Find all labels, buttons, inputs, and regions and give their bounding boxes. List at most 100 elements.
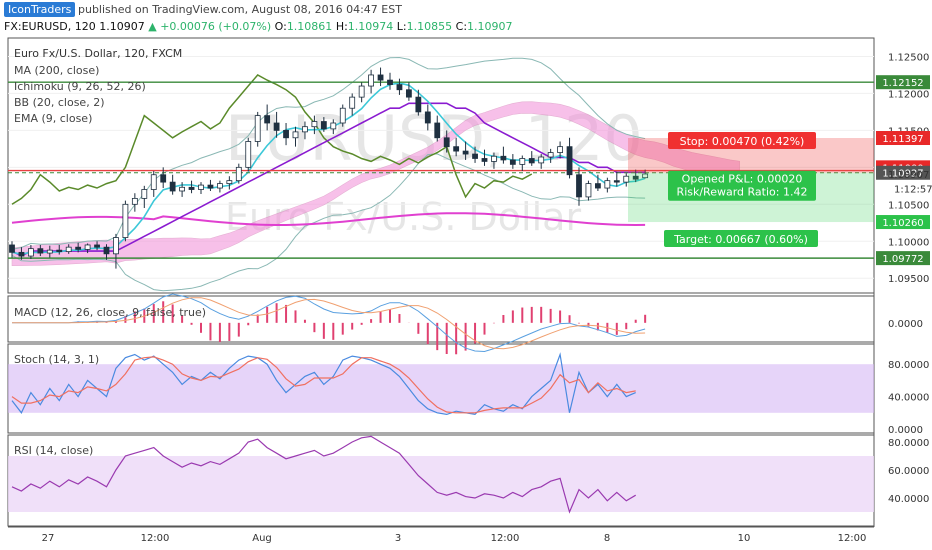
candle[interactable] bbox=[405, 82, 412, 101]
candle[interactable] bbox=[122, 200, 129, 242]
stop-label-box[interactable] bbox=[668, 132, 816, 150]
candle[interactable] bbox=[424, 104, 431, 131]
candle[interactable] bbox=[160, 167, 167, 189]
time-tick-label: 12:00 bbox=[838, 533, 867, 544]
candle[interactable] bbox=[434, 115, 441, 142]
time-tick-label: 10 bbox=[738, 533, 751, 544]
candle[interactable] bbox=[320, 117, 327, 132]
candle[interactable] bbox=[226, 176, 233, 190]
price-tag-box[interactable] bbox=[876, 131, 930, 146]
candle[interactable] bbox=[642, 169, 649, 179]
price-tag-box[interactable] bbox=[876, 251, 930, 266]
high-value: 1.10974 bbox=[347, 20, 394, 33]
candle[interactable] bbox=[216, 180, 223, 193]
main-price-pane[interactable]: EURUSD, 120 Euro Fx/U.S. Dollar Stop: 0.… bbox=[8, 55, 874, 292]
candle[interactable] bbox=[368, 69, 375, 94]
macd-pane[interactable] bbox=[12, 293, 647, 355]
candle[interactable] bbox=[585, 180, 592, 201]
candle[interactable] bbox=[396, 78, 403, 95]
candle[interactable] bbox=[491, 152, 497, 169]
pnl-label-box[interactable] bbox=[668, 170, 816, 201]
candle[interactable] bbox=[18, 247, 25, 260]
candle[interactable] bbox=[46, 245, 53, 258]
candle[interactable] bbox=[576, 167, 582, 206]
candle[interactable] bbox=[500, 146, 507, 164]
candle[interactable] bbox=[27, 244, 34, 259]
candle[interactable] bbox=[235, 163, 242, 184]
candle[interactable] bbox=[632, 169, 639, 183]
indicator-bb-label[interactable]: BB (20, close, 2) bbox=[14, 96, 105, 109]
candle[interactable] bbox=[141, 185, 148, 208]
candle[interactable] bbox=[387, 72, 393, 90]
price-tag-box[interactable] bbox=[876, 215, 930, 230]
candle[interactable] bbox=[311, 115, 318, 135]
candle[interactable] bbox=[538, 154, 545, 169]
candle[interactable] bbox=[358, 82, 365, 103]
candle[interactable] bbox=[613, 171, 620, 187]
candle[interactable] bbox=[283, 123, 289, 146]
candle[interactable] bbox=[84, 243, 91, 254]
candle[interactable] bbox=[179, 182, 186, 197]
candle[interactable] bbox=[519, 155, 526, 172]
candle[interactable] bbox=[566, 137, 573, 179]
indicator-ma200-label[interactable]: MA (200, close) bbox=[14, 64, 99, 77]
price-tag-box[interactable] bbox=[876, 165, 930, 180]
candle[interactable] bbox=[245, 137, 252, 172]
candle[interactable] bbox=[415, 89, 422, 116]
candle[interactable] bbox=[509, 154, 516, 169]
candle[interactable] bbox=[557, 141, 563, 159]
candle[interactable] bbox=[453, 137, 460, 157]
candle[interactable] bbox=[131, 193, 138, 212]
candle[interactable] bbox=[75, 242, 82, 253]
candle[interactable] bbox=[472, 146, 478, 163]
candle[interactable] bbox=[169, 174, 176, 195]
candle[interactable] bbox=[150, 171, 157, 197]
candle[interactable] bbox=[254, 111, 261, 147]
candle[interactable] bbox=[377, 67, 384, 87]
candle[interactable] bbox=[443, 130, 450, 153]
rsi-title[interactable]: RSI (14, close) bbox=[14, 444, 93, 457]
candle[interactable] bbox=[604, 177, 611, 193]
price-axis[interactable]: 1.125001.120001.115001.110001.105001.100… bbox=[876, 52, 932, 505]
time-axis[interactable]: 27 12:00 Aug 3 12:00 8 10 12:00 bbox=[42, 533, 867, 544]
candle[interactable] bbox=[349, 93, 356, 116]
candle-body bbox=[169, 181, 176, 192]
candle[interactable] bbox=[330, 119, 337, 135]
indicator-ichimoku-label[interactable]: Ichimoku (9, 26, 52, 26) bbox=[14, 80, 146, 93]
candle[interactable] bbox=[37, 244, 44, 257]
indicator-ema-label[interactable]: EMA (9, close) bbox=[14, 112, 92, 125]
price-tag-box[interactable] bbox=[876, 75, 930, 90]
candle[interactable] bbox=[528, 151, 535, 166]
candle[interactable] bbox=[292, 126, 299, 147]
candle[interactable] bbox=[595, 174, 601, 191]
candle[interactable] bbox=[207, 179, 214, 191]
stoch-title[interactable]: Stoch (14, 3, 1) bbox=[14, 353, 99, 366]
price-tick-label: 1.12000 bbox=[888, 89, 929, 100]
candle[interactable] bbox=[198, 182, 204, 194]
candle[interactable] bbox=[188, 180, 195, 194]
candle[interactable] bbox=[94, 241, 100, 251]
stoch-pane[interactable] bbox=[8, 352, 874, 416]
rsi-pane[interactable] bbox=[8, 435, 874, 514]
brand-badge[interactable]: IconTraders bbox=[4, 2, 76, 17]
candle[interactable] bbox=[339, 104, 346, 127]
candle[interactable] bbox=[65, 244, 72, 254]
candle-body bbox=[302, 126, 308, 133]
candle[interactable] bbox=[623, 173, 630, 187]
candle[interactable] bbox=[273, 111, 280, 138]
opened-pnl-label: Opened P&L: 0.00020 bbox=[682, 173, 803, 186]
candle[interactable] bbox=[481, 149, 488, 166]
candle[interactable] bbox=[302, 121, 308, 140]
candle[interactable] bbox=[462, 141, 469, 160]
candle[interactable] bbox=[113, 233, 119, 269]
candle-body bbox=[453, 146, 460, 152]
candle-body bbox=[509, 159, 516, 165]
target-label-box[interactable] bbox=[664, 230, 818, 248]
candle[interactable] bbox=[264, 104, 271, 131]
candle[interactable] bbox=[103, 244, 110, 260]
candle[interactable] bbox=[547, 148, 554, 163]
candle[interactable] bbox=[56, 244, 63, 255]
candle[interactable] bbox=[9, 241, 15, 258]
macd-title[interactable]: MACD (12, 26, close, 9, false, true) bbox=[14, 306, 206, 319]
